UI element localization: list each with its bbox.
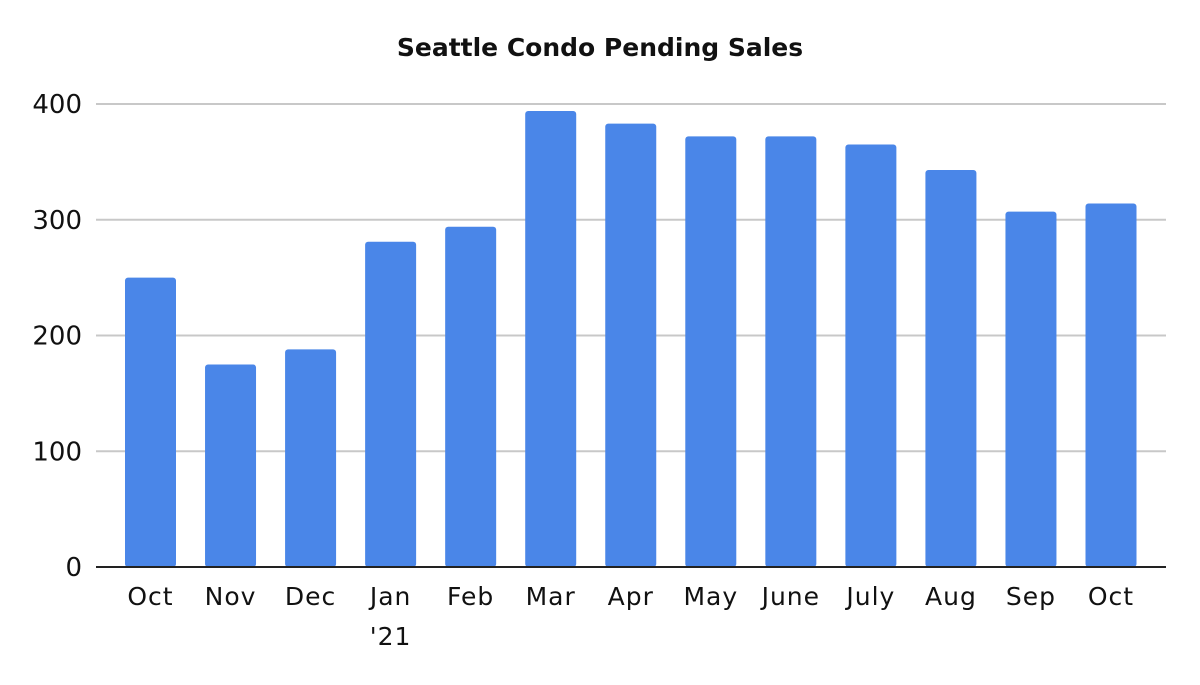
y-tick-label: 200: [32, 322, 82, 352]
x-tick-label: Aug: [925, 582, 977, 611]
chart-title: Seattle Condo Pending Sales: [397, 33, 803, 62]
bar: [605, 123, 657, 568]
y-tick-label: 400: [32, 90, 82, 120]
x-tick-label: Jan: [368, 582, 412, 611]
bar: [205, 364, 257, 567]
x-tick-label: Feb: [447, 582, 494, 611]
x-tick-label: May: [683, 582, 738, 611]
bar: [1085, 203, 1137, 568]
bar: [925, 169, 977, 568]
x-tick-label: Mar: [526, 582, 576, 611]
bar: [365, 241, 417, 567]
x-tick-label: Apr: [608, 582, 654, 611]
x-tick-label: June: [760, 582, 820, 611]
bar: [125, 277, 176, 567]
y-axis-ticks: 0 100 200 300 400: [32, 90, 82, 583]
bar: [765, 136, 817, 567]
x-tick-label: July: [844, 582, 895, 611]
x-tick-label: Dec: [285, 582, 336, 611]
bar: [525, 110, 577, 567]
bar: [285, 349, 337, 567]
y-tick-label: 300: [32, 206, 82, 236]
x-axis-ticks: Oct Nov Dec Jan '21 Feb Mar Apr May June July Aug Se…: [127, 582, 1134, 651]
x-tick-label: Oct: [127, 582, 173, 611]
x-tick-label: Oct: [1088, 582, 1134, 611]
bar: [685, 136, 737, 567]
bar: [1005, 211, 1057, 567]
y-tick-label: 100: [32, 437, 82, 467]
y-tick-label: 0: [65, 553, 82, 583]
x-tick-label: Nov: [205, 582, 257, 611]
x-tick-sublabel: '21: [370, 622, 412, 651]
bar: [445, 226, 497, 567]
bars: [125, 110, 1137, 568]
bar: [845, 144, 897, 567]
x-tick-label: Sep: [1006, 582, 1056, 611]
